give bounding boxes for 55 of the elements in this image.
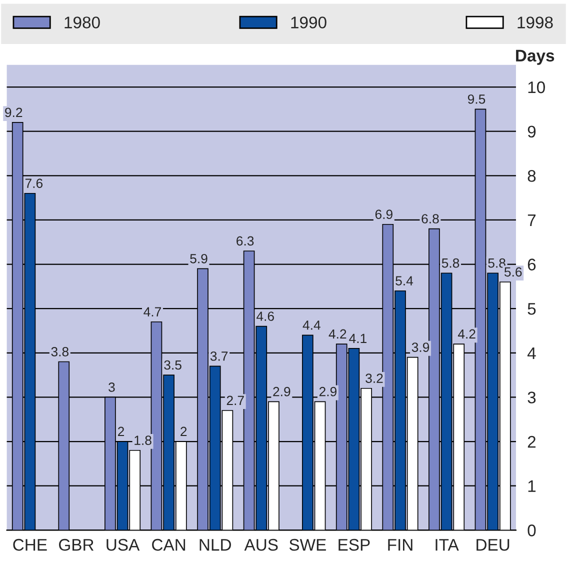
- data-label: 4.6: [256, 312, 274, 321]
- y-tick-label: 9: [528, 126, 536, 138]
- data-label: 6.3: [236, 236, 254, 246]
- y-tick-label: 3: [528, 392, 536, 404]
- x-tick-label: DEU: [476, 539, 510, 551]
- data-label: 5.9: [190, 254, 208, 264]
- legend-label: 1990: [291, 16, 326, 28]
- data-label: 4.2: [458, 329, 476, 339]
- data-label: 2.9: [319, 386, 336, 396]
- data-label: 4.2: [328, 329, 346, 339]
- data-label: 3.9: [412, 342, 430, 352]
- data-label: 2: [118, 426, 124, 436]
- x-tick-label: GBR: [59, 538, 94, 551]
- data-label: 4.4: [302, 320, 320, 330]
- data-label: 2: [180, 426, 187, 436]
- x-tick-label: CHE: [13, 538, 47, 551]
- data-label: 3.2: [366, 374, 383, 383]
- data-label: 2.7: [226, 396, 244, 405]
- x-tick-label: NLD: [200, 539, 231, 551]
- data-label: 6.9: [375, 210, 392, 220]
- data-label: 3.7: [210, 351, 228, 361]
- data-label: 3.8: [51, 347, 69, 356]
- x-tick-label: FIN: [388, 539, 412, 551]
- y-tick-label: 5: [528, 303, 536, 315]
- x-tick-label: SWE: [289, 538, 326, 551]
- x-tick-label: ESP: [338, 538, 370, 551]
- data-label: 2.9: [273, 386, 290, 396]
- y-tick-label: 1: [528, 480, 536, 492]
- x-tick-label: AUS: [244, 538, 278, 551]
- data-label: 3: [108, 382, 115, 392]
- data-label: 3.5: [164, 360, 182, 370]
- x-tick-label: CAN: [152, 538, 186, 551]
- x-tick-label: USA: [106, 538, 140, 551]
- y-tick-label: 0: [528, 524, 536, 536]
- legend-label: 1998: [518, 16, 553, 28]
- y-axis-title: Days: [516, 50, 554, 65]
- y-tick-label: 4: [527, 347, 536, 359]
- legend-label: 1980: [64, 16, 100, 28]
- data-label: 5.8: [442, 258, 460, 268]
- data-label: 5.8: [488, 258, 506, 268]
- data-label: 4.7: [144, 307, 161, 316]
- data-label: 1.8: [134, 436, 152, 446]
- data-label: 6.8: [422, 214, 439, 224]
- data-label: 9.2: [5, 108, 22, 118]
- data-label: 9.5: [468, 94, 486, 104]
- y-tick-label: 7: [528, 214, 536, 226]
- data-label: 5.4: [396, 276, 414, 286]
- y-tick-label: 6: [528, 258, 536, 270]
- x-tick-label: ITA: [436, 539, 459, 551]
- data-label: 7.6: [25, 178, 43, 188]
- data-label: 4.1: [349, 334, 366, 343]
- y-tick-label: 8: [528, 170, 536, 182]
- data-label: 5.6: [504, 267, 522, 277]
- y-tick-label: 2: [528, 436, 536, 448]
- y-tick-label: 10: [528, 81, 545, 94]
